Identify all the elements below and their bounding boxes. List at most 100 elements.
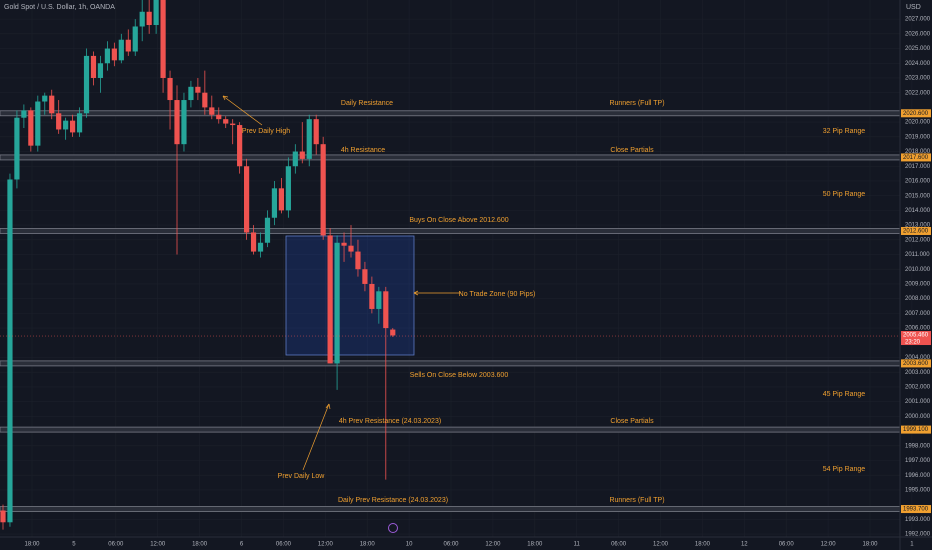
y-tick-label: 2001.000 [905, 399, 931, 405]
candle-body [104, 48, 110, 64]
candle-body [306, 119, 312, 159]
x-tick-label: 06:00 [611, 542, 627, 548]
candles [0, 0, 396, 530]
x-tick-label: 12:00 [150, 542, 166, 548]
candle-body [264, 217, 271, 243]
candle-body [83, 55, 90, 114]
candle-body [21, 110, 27, 118]
candle-body [209, 107, 215, 115]
candle-body [376, 291, 382, 309]
annotation: Sells On Close Below 2003.600 [410, 372, 509, 379]
candle-body [244, 166, 250, 233]
candle-body [202, 92, 208, 108]
annotation: Close Partials [610, 418, 654, 425]
candle-body [237, 125, 243, 167]
x-tick-label: 06:00 [443, 542, 459, 548]
y-tick-label: 2007.000 [905, 311, 931, 317]
level-band [0, 506, 901, 512]
candle-body [97, 63, 104, 78]
level-band [0, 228, 901, 234]
y-tick-label: 2012.000 [905, 237, 931, 243]
annotation: 32 Pip Range [823, 128, 866, 135]
y-tick-label: 2026.000 [905, 31, 931, 37]
candle-body [56, 113, 62, 130]
y-tick-label: 1993.000 [905, 517, 931, 523]
arrow-head [413, 290, 419, 296]
annotation: Prev Daily Low [278, 473, 326, 480]
chart-title: Gold Spot / U.S. Dollar, 1h, OANDA [4, 4, 115, 11]
last-price-label: 2005.460 [903, 333, 929, 339]
y-tick-label: 2017.000 [905, 164, 931, 170]
annotation: Runners (Full TP) [609, 100, 664, 107]
candle-body [181, 100, 187, 145]
level-band [0, 426, 901, 433]
currency: USD [906, 4, 921, 11]
annotation: Buys On Close Above 2012.600 [409, 217, 508, 224]
y-tick-label: 2011.000 [905, 252, 930, 258]
y-tick-label: 2019.000 [905, 134, 931, 140]
candle-body [230, 123, 236, 126]
candle-body [216, 114, 222, 120]
y-tick-label: 2023.000 [905, 76, 931, 82]
candle-body [188, 86, 194, 101]
level-band [0, 154, 901, 161]
y-tick-label: 2003.000 [905, 370, 931, 376]
x-tick-label: 18:00 [24, 542, 40, 548]
candle-body [278, 188, 284, 211]
x-tick-label: 18:00 [192, 542, 208, 548]
x-tick-label: 12:00 [485, 542, 501, 548]
level-label: 2012.600 [903, 229, 929, 235]
x-tick-label: 06:00 [108, 542, 124, 548]
arrow [222, 95, 263, 126]
y-tick-label: 2006.000 [905, 326, 931, 332]
annotation: Daily Prev Resistance (24.03.2023) [338, 497, 448, 504]
level-label-box [901, 153, 931, 162]
arrow-head [325, 403, 331, 410]
annotation: 45 Pip Range [823, 391, 866, 398]
candle-body [42, 95, 48, 102]
level-label: 1999.100 [903, 427, 929, 433]
y-tick-label: 1992.000 [905, 532, 931, 538]
y-tick-label: 2008.000 [905, 296, 931, 302]
annotation: 4h Prev Resistance (24.03.2023) [339, 418, 441, 425]
level-label-box [901, 226, 931, 235]
annotation: Daily Resistance [341, 100, 393, 107]
event-icon[interactable] [388, 523, 398, 533]
candle-body [132, 26, 138, 52]
candle-body [195, 86, 201, 93]
y-tick-label: 2010.000 [905, 267, 931, 273]
y-tick-label: 1996.000 [905, 473, 931, 479]
candle-body [139, 11, 145, 27]
candle-body [49, 95, 55, 114]
y-tick-label: 2002.000 [905, 385, 931, 391]
y-tick-label: 2015.000 [905, 193, 931, 199]
candle-body [118, 39, 124, 61]
candle-body [7, 179, 13, 523]
y-tick-label: 2020.000 [905, 120, 931, 126]
annotation: No Trade Zone (90 Pips) [459, 291, 536, 298]
x-tick-label: 10 [406, 542, 413, 548]
x-tick-label: 06:00 [276, 542, 292, 548]
candle-body [341, 242, 347, 246]
candle-body [14, 117, 20, 180]
candle-body [299, 151, 305, 159]
candle-body [0, 510, 6, 523]
candle-body [146, 11, 152, 26]
candle-body [167, 77, 173, 101]
annotation: 4h Resistance [341, 147, 385, 154]
candle-body [153, 0, 159, 26]
x-tick-label: 18:00 [862, 542, 878, 548]
x-tick-label: 18:00 [527, 542, 543, 548]
candle-body [334, 242, 340, 364]
candle-body [250, 232, 257, 252]
candle-body [390, 329, 396, 336]
candle-body [125, 39, 131, 52]
annotation: Runners (Full TP) [609, 497, 664, 504]
candle-body [355, 251, 361, 270]
last-price-box [901, 331, 931, 346]
level-label: 2020.600 [903, 111, 929, 117]
level-label-box [901, 359, 931, 368]
annotation: 50 Pip Range [823, 191, 866, 198]
